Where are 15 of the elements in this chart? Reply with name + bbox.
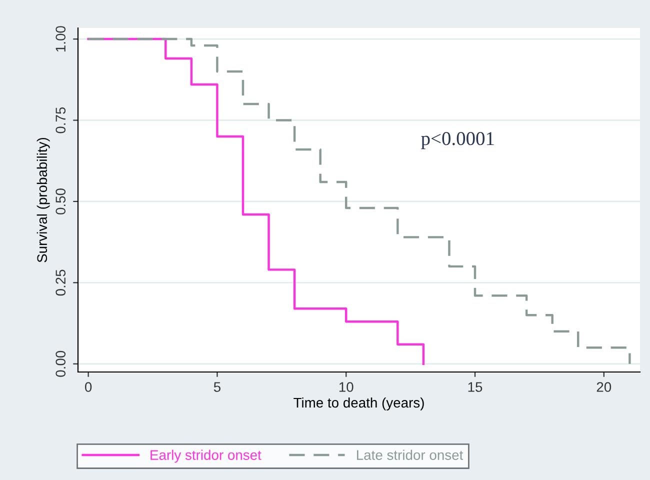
x-tick-label: 15 xyxy=(468,382,482,392)
x-tick-label: 10 xyxy=(339,382,354,392)
x-tick-label: 0 xyxy=(84,382,92,392)
y-axis-title: Survival (probability) xyxy=(36,138,50,262)
legend-label: Late stridor onset xyxy=(357,450,464,460)
y-tick-label: 0.00 xyxy=(56,350,66,377)
y-tick-label: 1.00 xyxy=(56,26,66,52)
annotation: p<0.0001 xyxy=(421,132,494,150)
x-tick-label: 5 xyxy=(214,382,220,392)
y-tick-label: 0.75 xyxy=(56,107,66,134)
y-tick-label: 0.25 xyxy=(56,270,66,296)
x-axis-title: Time to death (years) xyxy=(294,397,424,410)
legend-label: Early stridor onset xyxy=(150,450,262,463)
y-tick-label: 0.50 xyxy=(56,188,66,214)
x-tick-label: 20 xyxy=(596,382,612,392)
